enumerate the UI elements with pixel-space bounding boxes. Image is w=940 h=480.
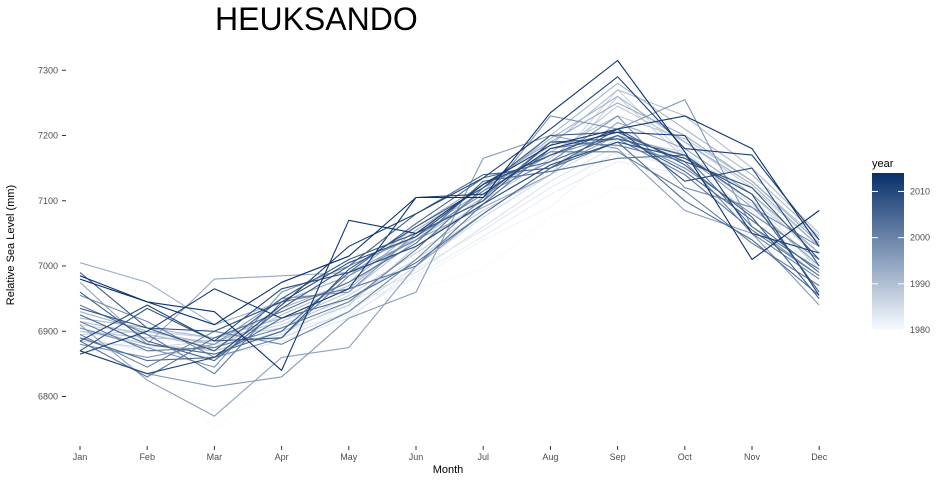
series-line-1993 bbox=[79, 102, 820, 326]
series-line-2014 bbox=[79, 59, 820, 326]
x-tick-label: Jul bbox=[477, 452, 489, 462]
x-tick-label: Jan bbox=[73, 452, 88, 462]
series-line-1995 bbox=[79, 134, 820, 417]
series-line-1999 bbox=[79, 134, 820, 358]
x-tick-label: May bbox=[340, 452, 358, 462]
y-tick-label: 7300 bbox=[38, 65, 58, 75]
series-line-2003 bbox=[79, 154, 820, 378]
series-line-2009 bbox=[79, 128, 820, 332]
series-line-2007 bbox=[79, 138, 820, 352]
legend: year 1980 1990 2000 2010 bbox=[872, 158, 930, 335]
chart-title: HEUKSANDO bbox=[215, 1, 418, 37]
x-tick-label: Feb bbox=[139, 452, 155, 462]
legend-ticks: 1980 1990 2000 2010 bbox=[872, 186, 930, 335]
series-layer bbox=[79, 59, 820, 430]
x-axis-title: Month bbox=[433, 464, 464, 476]
x-tick-label: Jun bbox=[409, 452, 424, 462]
x-tick-label: Aug bbox=[542, 452, 558, 462]
series-line-2013 bbox=[79, 115, 820, 371]
series-line-2006 bbox=[79, 128, 820, 362]
y-tick-label: 6900 bbox=[38, 326, 58, 336]
legend-colorbar bbox=[872, 173, 904, 330]
y-tick-label: 7200 bbox=[38, 131, 58, 141]
legend-title: year bbox=[872, 158, 894, 170]
series-line-1994 bbox=[79, 121, 820, 345]
y-tick-label: 7100 bbox=[38, 196, 58, 206]
x-tick-label: Mar bbox=[207, 452, 223, 462]
series-line-2001 bbox=[79, 151, 820, 352]
series-line-2012 bbox=[79, 131, 820, 355]
x-tick-label: Nov bbox=[744, 452, 761, 462]
x-tick-label: Dec bbox=[811, 452, 828, 462]
x-tick-label: Oct bbox=[678, 452, 693, 462]
legend-tick-label: 1990 bbox=[910, 279, 930, 289]
x-tick-label: Apr bbox=[275, 452, 289, 462]
legend-tick-label: 2010 bbox=[910, 186, 930, 196]
y-axis: 6800 6900 7000 7100 7200 7300 bbox=[38, 65, 66, 402]
legend-tick-label: 2000 bbox=[910, 233, 930, 243]
legend-tick-label: 1980 bbox=[910, 325, 930, 335]
x-tick-label: Sep bbox=[610, 452, 626, 462]
series-line-2000 bbox=[79, 141, 820, 368]
series-line-2010 bbox=[79, 141, 820, 342]
y-axis-title: Relative Sea Level (mm) bbox=[5, 185, 17, 305]
series-line-2002 bbox=[79, 138, 820, 375]
series-line-2004 bbox=[79, 141, 820, 362]
y-tick-label: 6800 bbox=[38, 392, 58, 402]
x-axis: Jan Feb Mar Apr May Jun Jul Aug Sep Oct Nov Dec bbox=[73, 446, 828, 462]
y-tick-label: 7000 bbox=[38, 261, 58, 271]
